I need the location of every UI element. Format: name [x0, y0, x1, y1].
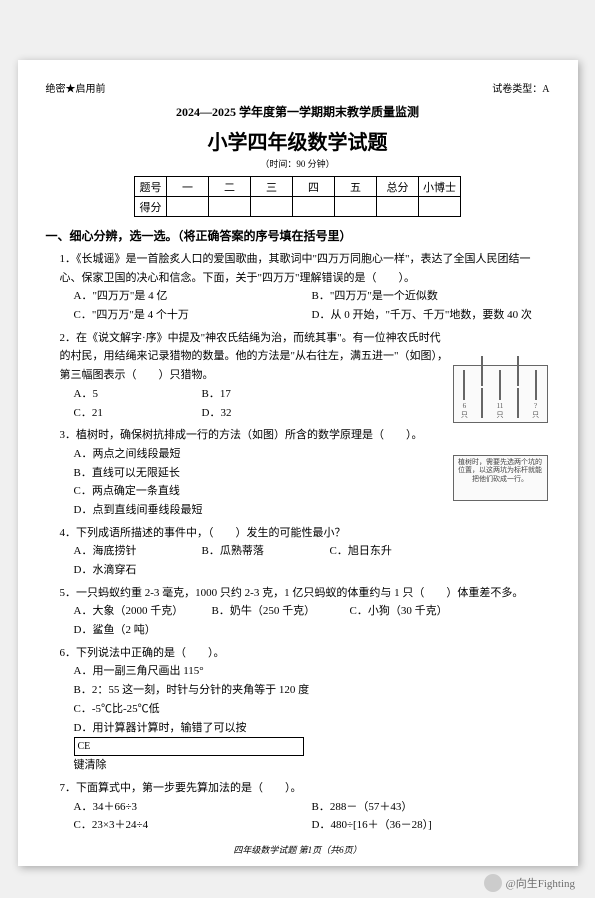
opt-a: A．用一副三角尺画出 115° [74, 662, 304, 681]
opt-d: D．水滴穿石 [74, 561, 194, 580]
q3-options2: C．两点确定一条直线 D．点到直线间垂线段最短 [46, 482, 450, 519]
q2-stem: 2．在《说文解字·序》中提及"神农氏结绳为治，而统其事"。有一位神农氏时代的村民… [46, 329, 450, 385]
cell: 总分 [377, 177, 419, 197]
opt-c: C．两点确定一条直线 [74, 482, 304, 501]
question-7: 7．下面算式中，第一步要先算加法的是（ ）。 A．34＋66÷3 B．288－（… [46, 779, 550, 835]
cell: 三 [251, 177, 293, 197]
opt-c: C．旭日东升 [330, 542, 450, 561]
opt-a: A．海底捞针 [74, 542, 194, 561]
cell [167, 197, 209, 217]
knot-label-3: ?只 [531, 402, 541, 420]
opt-c: C．小狗（30 千克） [350, 602, 460, 621]
question-6: 6．下列说法中正确的是（ ）。 A．用一副三角尺画出 115° B．2：55 这… [46, 644, 550, 775]
exam-page: 绝密★启用前 试卷类型：A 2024—2025 学年度第一学期期末教学质量监测 … [18, 60, 578, 866]
table-row: 题号 一 二 三 四 五 总分 小博士 [135, 177, 461, 197]
opt-b: B．17 [202, 385, 322, 404]
cell [251, 197, 293, 217]
opt-a: A．大象（2000 千克） [74, 602, 204, 621]
knot-label-2: 11只 [495, 402, 505, 420]
knot-label-1: 6只 [459, 402, 469, 420]
exam-time: （时间：90 分钟） [46, 157, 550, 170]
opt-b: B．2：55 这一刻，时针与分针的夹角等于 120 度 [74, 681, 334, 700]
opt-d: D．点到直线间垂线段最短 [74, 501, 304, 520]
opt-a: A．5 [74, 385, 194, 404]
opt-b: B．288－（57＋43） [312, 798, 542, 817]
cell: 一 [167, 177, 209, 197]
cell [209, 197, 251, 217]
opt-a: A．两点之间线段最短 [74, 445, 304, 464]
ce-key-icon: CE [74, 737, 304, 756]
opt-d-part1: D．用计算器计算时，输错了可以按 [74, 719, 304, 738]
opt-c: C．-5℃比-25℃低 [74, 700, 304, 719]
q3-options: A．两点之间线段最短 B．直线可以无限延长 [46, 445, 450, 482]
opt-c: C．23×3＋24÷4 [74, 816, 304, 835]
opt-d: D．480÷[16＋（36－28）] [312, 816, 542, 835]
cell [335, 197, 377, 217]
cell: 小博士 [419, 177, 461, 197]
question-1: 1．《长城谣》是一首脍炙人口的爱国歌曲，其歌词中"四万万同胞心一样"，表达了全国… [46, 250, 550, 325]
q3-stem: 3．植树时，确保树抗排成一行的方法（如图）所含的数学原理是（ ）。 [46, 426, 450, 445]
cell: 五 [335, 177, 377, 197]
cell [293, 197, 335, 217]
q7-stem: 7．下面算式中，第一步要先算加法的是（ ）。 [46, 779, 550, 798]
page-title: 小学四年级数学试题 [46, 126, 550, 155]
q1-options2: C．"四万万"是 4 个十万 D．从 0 开始，"千万、千万"地数，要数 40 … [46, 306, 550, 325]
header-row: 绝密★启用前 试卷类型：A [46, 80, 550, 95]
cell: 二 [209, 177, 251, 197]
opt-d: D．32 [202, 404, 322, 423]
q1-options: A．"四万万"是 4 亿 B．"四万万"是一个近似数 [46, 287, 550, 306]
knots-diagram: 6只 11只 ?只 [453, 365, 548, 423]
table-row: 得分 [135, 197, 461, 217]
question-5: 5．一只蚂蚁约重 2-3 毫克，1000 只约 2-3 克，1 亿只蚂蚁的体重约… [46, 584, 550, 640]
q4-options: A．海底捞针 B．瓜熟蒂落 C．旭日东升 D．水滴穿石 [46, 542, 550, 579]
subtitle: 2024—2025 学年度第一学期期末教学质量监测 [46, 103, 550, 120]
q7-options: A．34＋66÷3 B．288－（57＋43） [46, 798, 550, 817]
opt-d: D．从 0 开始，"千万、千万"地数，要数 40 次 [312, 306, 542, 325]
opt-d: D．用计算器计算时，输错了可以按 CE 键清除 [74, 719, 542, 775]
opt-a: A．34＋66÷3 [74, 798, 304, 817]
watermark-text: @向生Fighting [506, 875, 575, 891]
q1-stem: 1．《长城谣》是一首脍炙人口的爱国歌曲，其歌词中"四万万同胞心一样"，表达了全国… [46, 250, 550, 287]
opt-a: A．"四万万"是 4 亿 [74, 287, 304, 306]
q6-options2: C．-5℃比-25℃低 D．用计算器计算时，输错了可以按 CE 键清除 [46, 700, 550, 775]
tree-tip-diagram: 植树时，需要先选两个坑的位置，以这两坑为标杆就能把他们砍成一行。 [453, 455, 548, 501]
q6-options: A．用一副三角尺画出 115° B．2：55 这一刻，时针与分针的夹角等于 12… [46, 662, 550, 699]
q7-options2: C．23×3＋24÷4 D．480÷[16＋（36－28）] [46, 816, 550, 835]
watermark: @向生Fighting [484, 874, 575, 892]
section-heading: 一、细心分辨，选一选。（将正确答案的序号填在括号里） [46, 227, 550, 244]
opt-b: B．瓜熟蒂落 [202, 542, 322, 561]
q5-options: A．大象（2000 千克） B．奶牛（250 千克） C．小狗（30 千克） D… [46, 602, 550, 639]
opt-b: B．"四万万"是一个近似数 [312, 287, 542, 306]
q6-stem: 6．下列说法中正确的是（ ）。 [46, 644, 550, 663]
cell [377, 197, 419, 217]
cell: 得分 [135, 197, 167, 217]
opt-b: B．直线可以无限延长 [74, 464, 304, 483]
cell: 题号 [135, 177, 167, 197]
opt-c: C．"四万万"是 4 个十万 [74, 306, 304, 325]
q2-options: A．5 B．17 C．21 D．32 [46, 385, 450, 422]
question-4: 4．下列成语所描述的事件中，（ ）发生的可能性最小？ A．海底捞针 B．瓜熟蒂落… [46, 524, 550, 580]
opt-b: B．奶牛（250 千克） [212, 602, 342, 621]
opt-d: D．鲨鱼（2 吨） [74, 621, 164, 640]
opt-c: C．21 [74, 404, 194, 423]
q5-stem: 5．一只蚂蚁约重 2-3 毫克，1000 只约 2-3 克，1 亿只蚂蚁的体重约… [46, 584, 550, 603]
opt-d-part2: 键清除 [74, 756, 304, 775]
cell [419, 197, 461, 217]
paper-type: 试卷类型：A [492, 80, 549, 95]
avatar-icon [484, 874, 502, 892]
cell: 四 [293, 177, 335, 197]
secret-label: 绝密★启用前 [46, 80, 106, 95]
page-footer: 四年级数学试题 第1页（共6页） [46, 843, 550, 856]
score-table: 题号 一 二 三 四 五 总分 小博士 得分 [134, 176, 461, 217]
q4-stem: 4．下列成语所描述的事件中，（ ）发生的可能性最小？ [46, 524, 550, 543]
